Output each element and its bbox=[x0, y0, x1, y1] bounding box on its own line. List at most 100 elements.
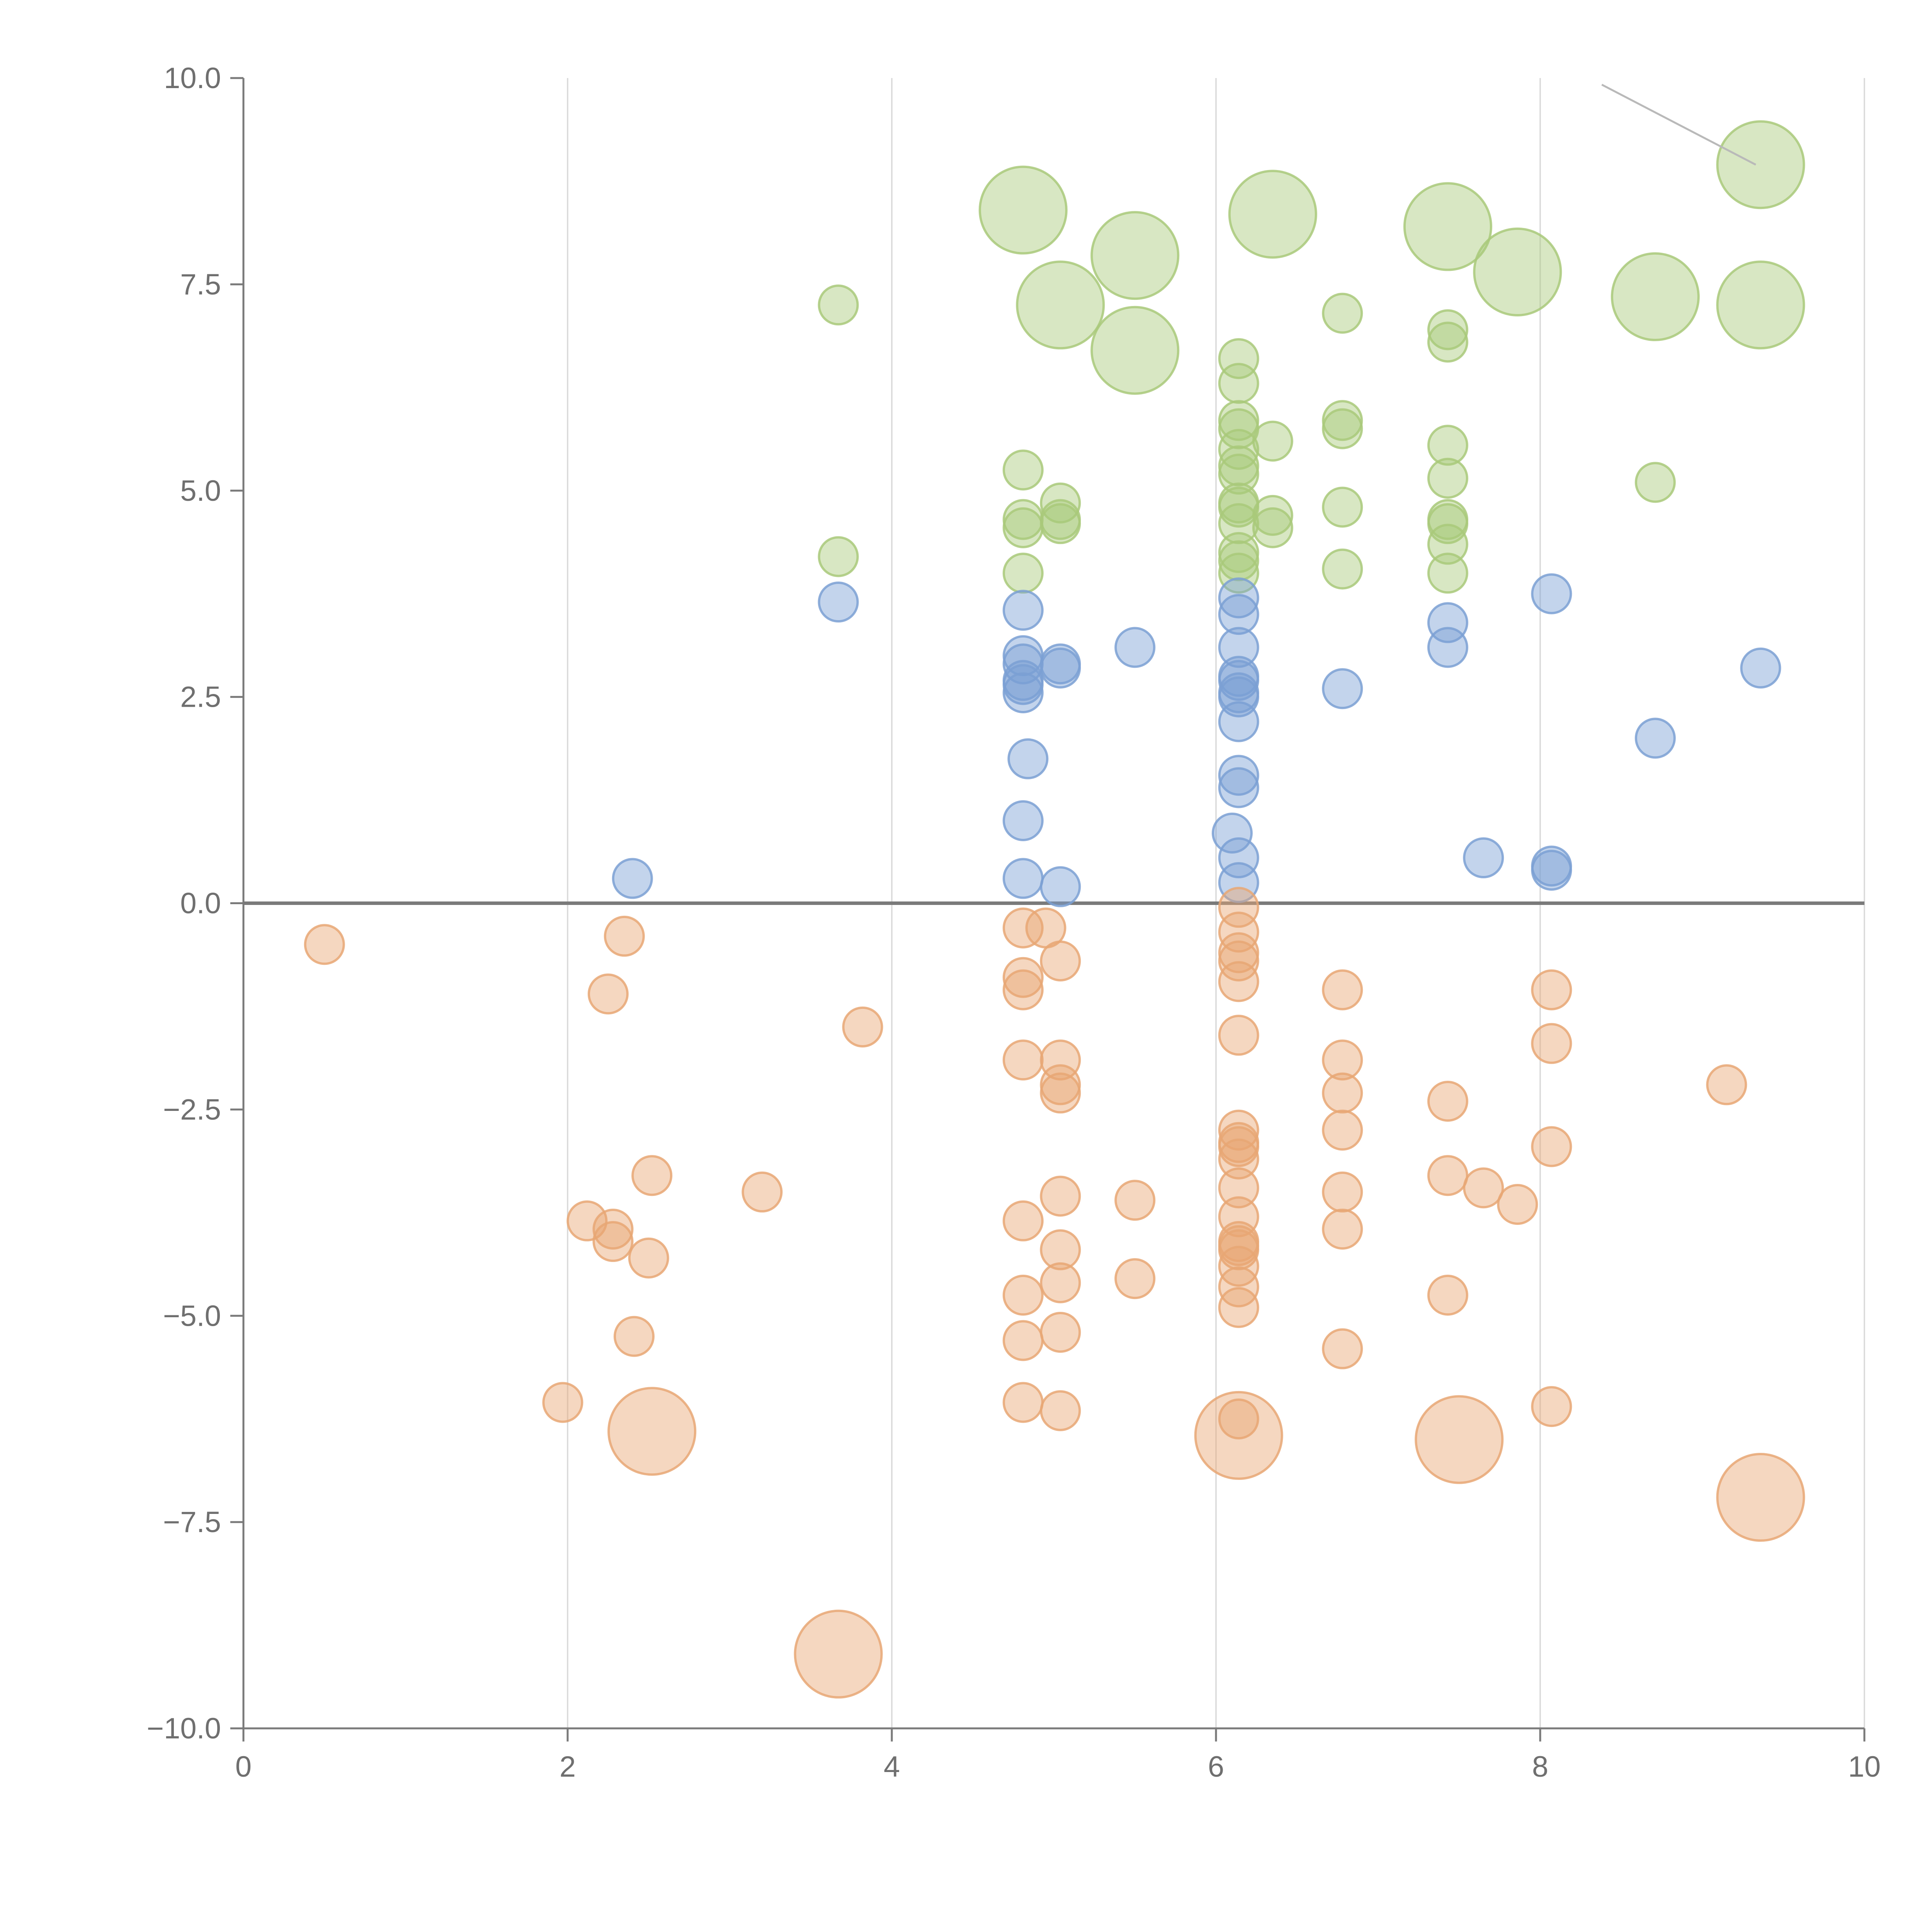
data-point-green bbox=[1090, 211, 1180, 300]
data-point-green bbox=[1090, 306, 1180, 395]
data-point-blue bbox=[1211, 812, 1253, 854]
data-point-green bbox=[1322, 293, 1363, 334]
data-point-blue bbox=[1007, 738, 1049, 779]
y-tick-label: 5.0 bbox=[180, 474, 221, 507]
data-point-green bbox=[1427, 524, 1468, 565]
data-point-blue bbox=[1002, 800, 1044, 841]
data-point-orange bbox=[1322, 1039, 1363, 1081]
data-point-green bbox=[1403, 182, 1492, 271]
data-point-blue bbox=[1218, 577, 1259, 619]
data-point-orange bbox=[1040, 1390, 1081, 1431]
data-point-orange bbox=[587, 973, 629, 1015]
data-point-blue bbox=[1218, 837, 1259, 879]
data-point-green bbox=[1427, 457, 1468, 499]
data-point-blue bbox=[1740, 647, 1781, 689]
x-tick-label: 6 bbox=[1208, 1750, 1224, 1783]
data-point-blue bbox=[1531, 573, 1572, 614]
data-point-orange bbox=[1040, 1072, 1081, 1114]
data-point-green bbox=[1473, 227, 1562, 316]
data-point-orange bbox=[1322, 969, 1363, 1010]
data-point-green bbox=[1322, 486, 1363, 528]
data-point-green bbox=[1218, 503, 1259, 544]
data-point-orange bbox=[1531, 1023, 1572, 1064]
data-point-blue bbox=[1322, 668, 1363, 709]
data-point-orange bbox=[628, 1237, 669, 1279]
data-point-orange bbox=[1218, 1398, 1259, 1440]
data-point-blue bbox=[612, 858, 653, 899]
data-point-blue bbox=[1463, 837, 1504, 879]
data-point-green bbox=[978, 165, 1068, 255]
data-point-blue bbox=[1218, 660, 1259, 701]
data-point-green bbox=[1611, 252, 1700, 341]
x-tick-label: 10 bbox=[1848, 1750, 1881, 1783]
data-point-green bbox=[1040, 503, 1081, 544]
y-tick-label: 2.5 bbox=[180, 681, 221, 714]
data-point-orange bbox=[1040, 1311, 1081, 1353]
data-point-green bbox=[1427, 553, 1468, 594]
data-point-green bbox=[1218, 408, 1259, 449]
data-point-blue bbox=[1427, 627, 1468, 668]
data-point-orange bbox=[1218, 1196, 1259, 1237]
data-point-orange bbox=[1322, 1109, 1363, 1151]
x-tick-label: 8 bbox=[1532, 1750, 1548, 1783]
data-point-green bbox=[1634, 462, 1676, 503]
data-point-orange bbox=[604, 915, 645, 957]
data-point-orange bbox=[1706, 1064, 1747, 1105]
data-point-orange bbox=[1002, 1320, 1044, 1361]
data-point-green bbox=[1252, 420, 1293, 462]
data-point-orange bbox=[1002, 957, 1044, 998]
data-point-orange bbox=[1194, 1391, 1283, 1480]
data-point-green bbox=[1016, 260, 1105, 350]
data-point-green bbox=[1218, 363, 1259, 404]
data-point-orange bbox=[794, 1609, 883, 1699]
data-point-orange bbox=[592, 1209, 634, 1250]
data-point-green bbox=[1218, 553, 1259, 594]
data-point-orange bbox=[592, 1221, 634, 1262]
data-point-orange bbox=[1531, 1126, 1572, 1167]
data-point-orange bbox=[304, 924, 345, 965]
data-point-orange bbox=[1218, 1015, 1259, 1056]
data-point-orange bbox=[1463, 1167, 1504, 1209]
y-tick-label: 10.0 bbox=[164, 62, 221, 95]
data-point-green bbox=[1322, 408, 1363, 449]
data-point-blue bbox=[1040, 647, 1081, 689]
data-point-green bbox=[1218, 486, 1259, 528]
data-point-orange bbox=[1415, 1395, 1504, 1484]
data-point-orange bbox=[1218, 1109, 1259, 1151]
data-point-orange bbox=[607, 1387, 697, 1476]
data-point-green bbox=[1218, 429, 1259, 470]
data-point-blue bbox=[1002, 590, 1044, 631]
data-point-blue bbox=[1218, 767, 1259, 808]
data-point-orange bbox=[1322, 1328, 1363, 1369]
y-tick-label: −7.5 bbox=[163, 1506, 221, 1539]
data-point-blue bbox=[1218, 701, 1259, 742]
data-point-orange bbox=[1002, 1039, 1044, 1081]
data-point-orange bbox=[613, 1316, 655, 1357]
data-point-green bbox=[1427, 309, 1468, 350]
y-tick-label: −5.0 bbox=[163, 1299, 221, 1332]
data-point-orange bbox=[1218, 1287, 1259, 1328]
data-point-orange bbox=[1322, 1072, 1363, 1114]
data-point-orange bbox=[1114, 1258, 1156, 1299]
x-tick-label: 2 bbox=[560, 1750, 576, 1783]
data-point-green bbox=[1002, 449, 1044, 491]
data-point-orange bbox=[1716, 1453, 1805, 1542]
data-point-blue bbox=[818, 582, 859, 623]
data-point-orange bbox=[1002, 1200, 1044, 1242]
data-point-green bbox=[1002, 507, 1044, 548]
data-point-orange bbox=[1040, 1229, 1081, 1270]
annotation-layer bbox=[1601, 83, 1757, 166]
data-point-orange bbox=[1218, 1246, 1259, 1287]
data-point-orange bbox=[1218, 912, 1259, 953]
data-point-green bbox=[818, 284, 859, 326]
data-point-orange bbox=[1218, 1229, 1259, 1270]
x-tick-label: 4 bbox=[884, 1750, 900, 1783]
data-point-green bbox=[1218, 338, 1259, 379]
x-tick-label: 0 bbox=[235, 1750, 252, 1783]
data-point-green bbox=[1218, 540, 1259, 582]
data-point-orange bbox=[1322, 1171, 1363, 1213]
data-point-green bbox=[1322, 548, 1363, 590]
data-point-orange bbox=[1218, 1266, 1259, 1308]
